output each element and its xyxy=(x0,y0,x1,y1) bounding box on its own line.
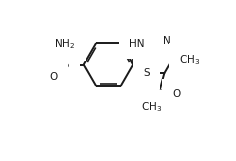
Text: O: O xyxy=(50,47,58,57)
Text: CH$_3$: CH$_3$ xyxy=(179,54,200,67)
Text: CH$_3$: CH$_3$ xyxy=(141,100,162,114)
Text: NH$_2$: NH$_2$ xyxy=(54,37,75,51)
Text: N: N xyxy=(163,36,171,46)
Text: HN: HN xyxy=(129,39,145,49)
Text: S: S xyxy=(61,58,68,71)
Text: S: S xyxy=(143,68,150,78)
Text: O: O xyxy=(172,89,180,99)
Text: O: O xyxy=(50,72,58,82)
